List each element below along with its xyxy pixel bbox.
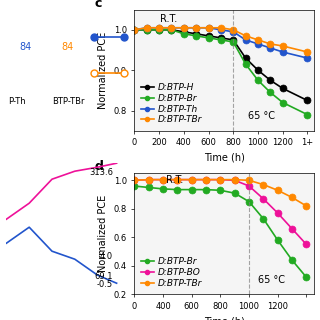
Legend: D:BTP-Br, D:BTP-BO, D:BTP-TBr: D:BTP-Br, D:BTP-BO, D:BTP-TBr xyxy=(139,256,204,290)
Text: BTP-TBr: BTP-TBr xyxy=(52,97,84,106)
Text: 69.1: 69.1 xyxy=(94,272,113,281)
Text: 4.0: 4.0 xyxy=(100,252,113,261)
Text: R.T.: R.T. xyxy=(166,175,183,185)
X-axis label: Time (h): Time (h) xyxy=(204,316,244,320)
X-axis label: Time (h): Time (h) xyxy=(204,153,244,163)
Text: 65 °C: 65 °C xyxy=(248,111,275,121)
Text: R.T.: R.T. xyxy=(160,14,178,24)
Text: c: c xyxy=(95,0,102,10)
Text: d: d xyxy=(95,160,104,173)
Text: 84: 84 xyxy=(61,42,73,52)
Text: -0.5: -0.5 xyxy=(97,280,113,289)
Text: 65 °C: 65 °C xyxy=(258,275,285,285)
Y-axis label: Normalized PCE: Normalized PCE xyxy=(98,195,108,272)
Text: 313.6: 313.6 xyxy=(89,168,113,177)
Y-axis label: Normalized PCE: Normalized PCE xyxy=(98,32,108,109)
Legend: D:BTP-H, D:BTP-Br, D:BTP-Th, D:BTP-TBr: D:BTP-H, D:BTP-Br, D:BTP-Th, D:BTP-TBr xyxy=(139,81,204,126)
Text: P-Th: P-Th xyxy=(8,97,26,106)
Text: 84: 84 xyxy=(19,42,32,52)
